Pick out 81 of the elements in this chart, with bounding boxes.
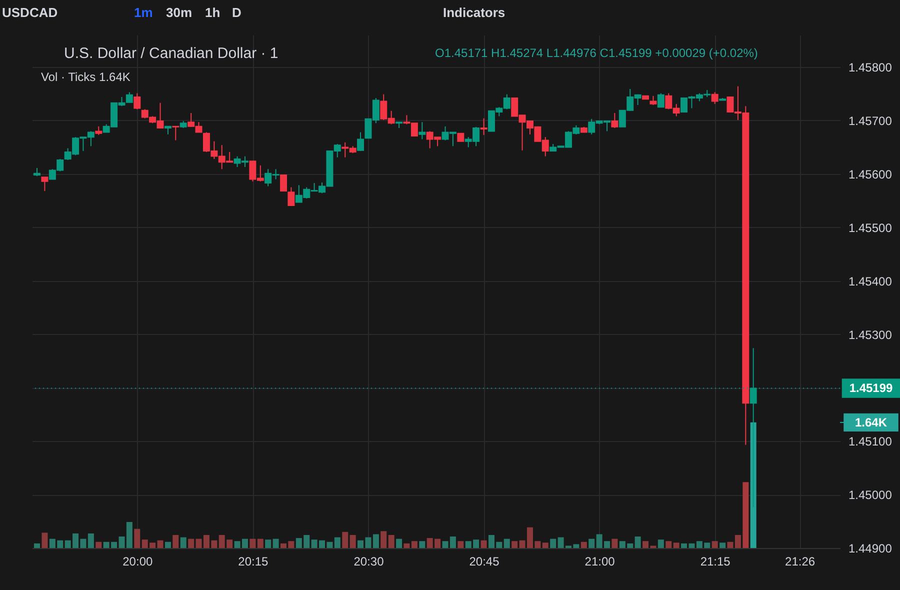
candlestick (650, 95, 657, 106)
bar (742, 482, 749, 548)
bar (388, 534, 394, 548)
x-tick-label: 21:26 (785, 554, 816, 568)
bar (188, 538, 194, 548)
bar (134, 528, 140, 548)
bar (580, 542, 587, 548)
y2-tick-label: 1.64K (854, 415, 888, 430)
bar (673, 542, 680, 548)
bar (712, 541, 718, 548)
x-tick-label: 20:00 (122, 554, 153, 568)
y-tick-label: 1.45700 (848, 114, 892, 128)
bar (658, 540, 664, 548)
text: USDCAD (2, 5, 58, 20)
candlestick (134, 92, 141, 110)
bar (588, 538, 595, 548)
bar (458, 541, 464, 548)
candlestick (288, 186, 295, 206)
y-tick-label: 1.45600 (848, 167, 892, 182)
bar (727, 542, 734, 548)
bar (272, 538, 279, 548)
bar (612, 538, 618, 548)
bar (265, 540, 272, 548)
bar (550, 538, 556, 548)
bar (372, 534, 379, 548)
bar (250, 538, 256, 548)
bar (419, 541, 426, 548)
bar (666, 541, 672, 548)
bar (172, 534, 179, 548)
bar (480, 540, 487, 548)
candlestick (611, 112, 618, 128)
y-tick-label: 1.45400 (848, 274, 892, 288)
text: 1m (134, 5, 153, 20)
bar (180, 537, 186, 548)
bar (342, 532, 348, 548)
x-tick-label: 21:15 (700, 554, 731, 568)
text: U.S. Dollar / Canadian Dollar · 1 (64, 45, 278, 62)
x-tick-label: 20:30 (354, 554, 384, 568)
y-tick-label: 1.45300 (848, 328, 892, 342)
y-tick-label: 1.45000 (848, 488, 892, 502)
bar (157, 540, 164, 548)
x-tick-label: 20:45 (469, 554, 500, 568)
annotation: Vol · Ticks 1.64K (41, 70, 130, 84)
y-tick-label: 1.44900 (848, 542, 892, 556)
bar (512, 541, 518, 548)
x-tick-label: 20:15 (238, 554, 269, 568)
bar (542, 542, 548, 548)
bar (257, 538, 264, 548)
bar (504, 538, 510, 548)
y-tick-label: 1.45100 (848, 434, 892, 449)
bar (88, 533, 94, 548)
bar (164, 542, 171, 548)
bar (404, 543, 410, 548)
text: 1h (205, 5, 220, 20)
candlestick (418, 122, 426, 140)
text: D (232, 5, 242, 20)
candlestick (172, 126, 180, 141)
y-tick-label: 1.45500 (848, 220, 892, 235)
y-tick-label: 1.45800 (848, 60, 892, 75)
bar (42, 532, 48, 548)
candlestick (657, 92, 664, 108)
bar (34, 543, 40, 548)
bar (96, 542, 102, 548)
ref-line-label: 1.45199 (849, 381, 894, 396)
text: Indicators (443, 5, 506, 20)
bar (411, 541, 418, 548)
x-tick-label: 21:00 (584, 554, 616, 568)
bar (380, 531, 387, 548)
bar (350, 534, 356, 548)
bar (334, 537, 340, 548)
candlestick (480, 118, 488, 136)
bar (396, 538, 402, 548)
candlestick (280, 174, 288, 192)
candlestick (357, 132, 364, 152)
candlestick (41, 176, 48, 192)
bar (720, 542, 726, 548)
candlestick (711, 92, 718, 104)
bar (634, 536, 641, 548)
text: 30m (166, 5, 192, 20)
bar (734, 534, 741, 548)
annotation: O1.45171 H1.45274 L1.44976 C1.45199 +0.00029 (+0.02%) (435, 46, 758, 60)
